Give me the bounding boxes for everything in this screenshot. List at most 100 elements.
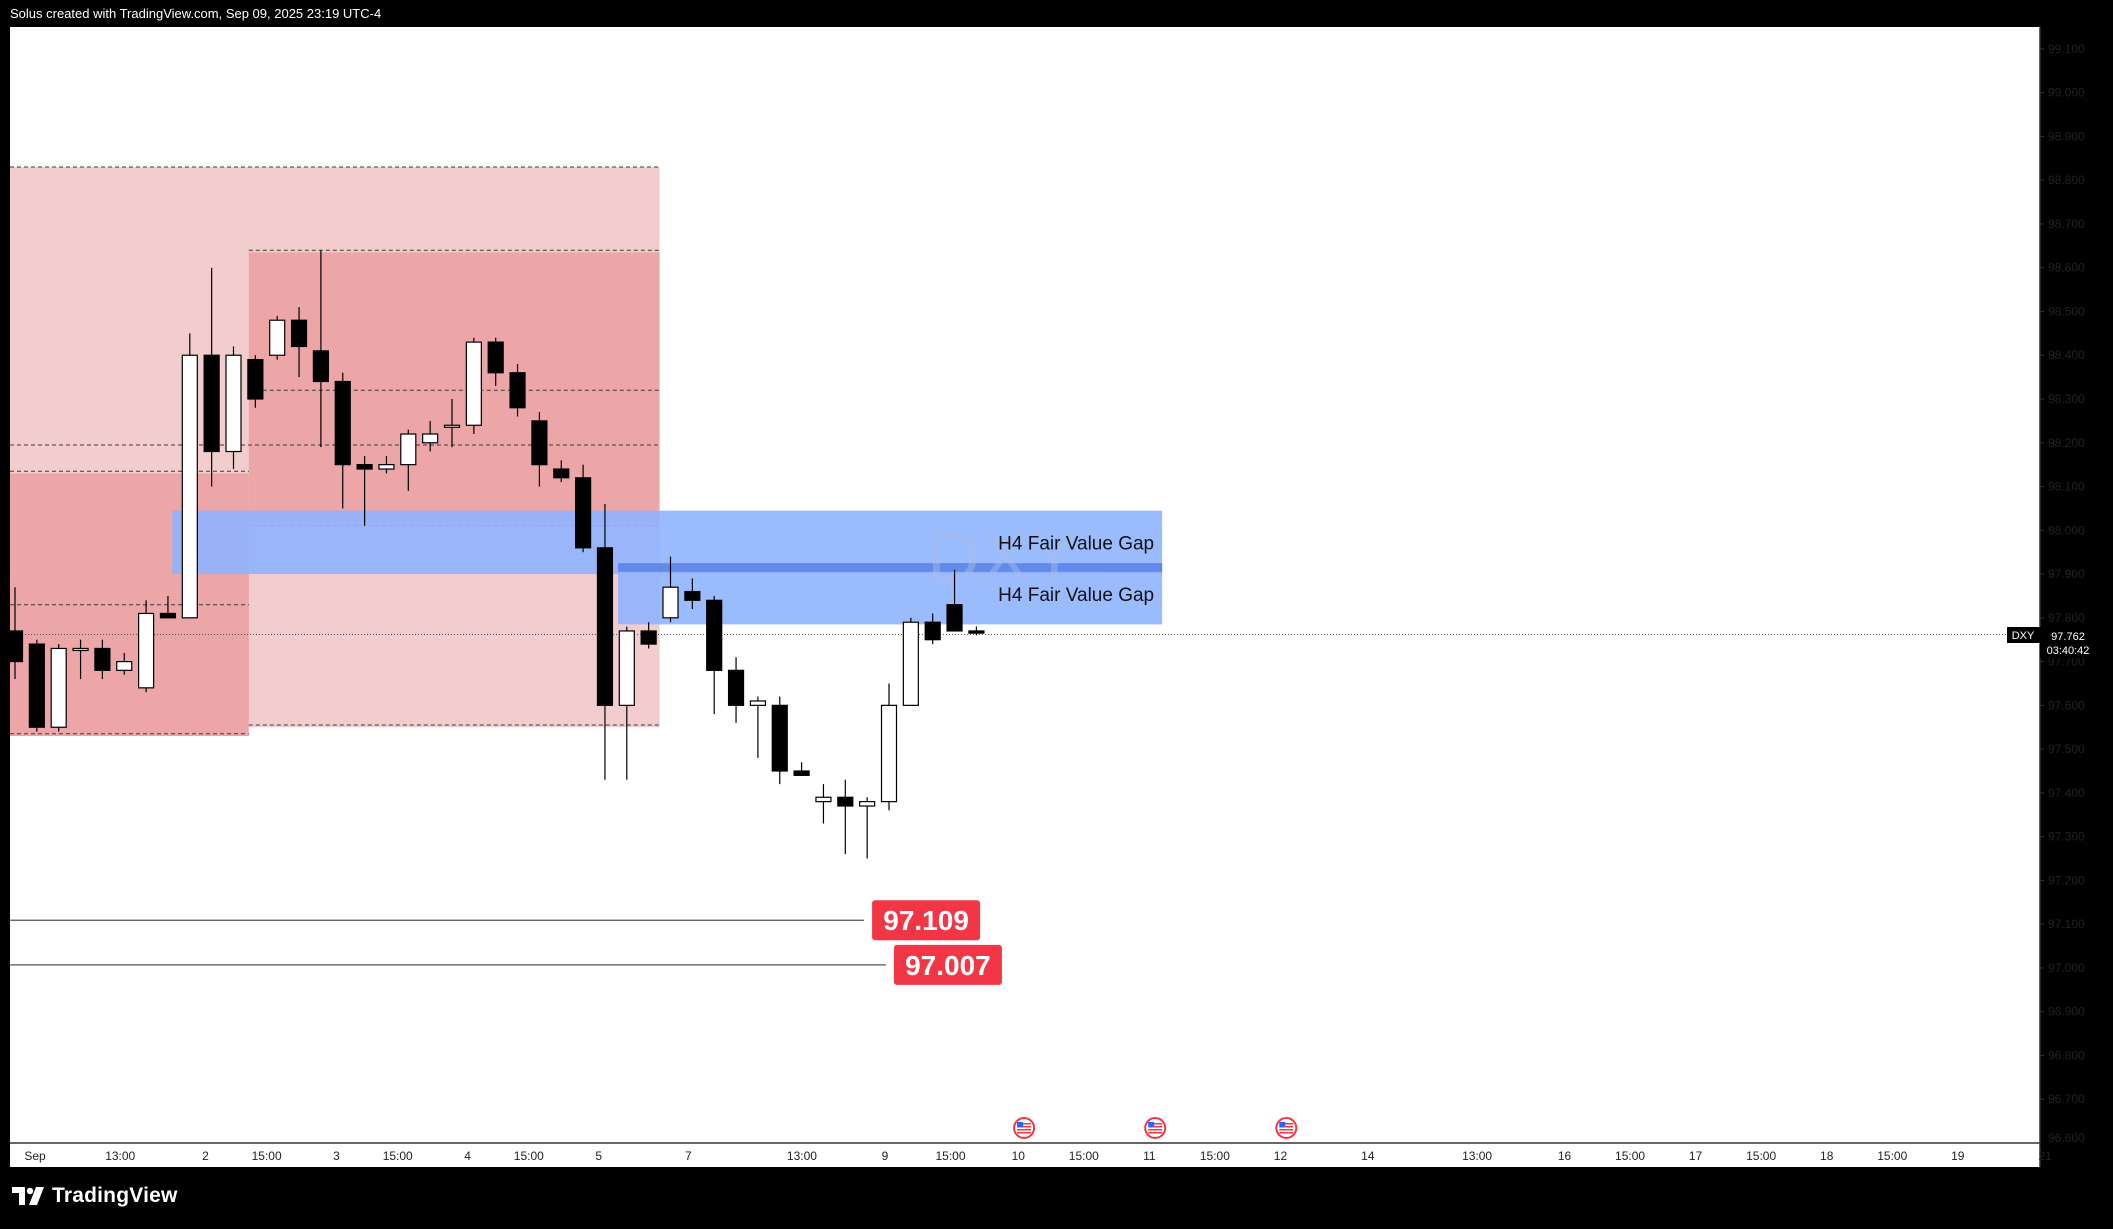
y-axis-tick-label: 98.800 — [2048, 173, 2085, 187]
us-flag-stripe — [1017, 1129, 1032, 1131]
y-axis-tick-label: 97.500 — [2048, 742, 2085, 756]
x-axis-tick-label: 7 — [685, 1149, 692, 1163]
y-axis-tick-label: 97.600 — [2048, 698, 2085, 712]
us-flag-stripe — [1148, 1126, 1163, 1128]
candle-body — [837, 796, 854, 807]
x-axis-tick-label: 5 — [595, 1149, 602, 1163]
candle-body — [6, 630, 24, 663]
fvg-label: H4 Fair Value Gap — [998, 585, 1154, 606]
x-axis-tick-label: 12 — [1274, 1149, 1288, 1163]
top-caption-bar: Solus created with TradingView.com, Sep … — [0, 0, 2113, 27]
fvg-overlap-band — [618, 563, 1163, 572]
symbol-tag-bg — [2007, 627, 2040, 643]
y-axis-tick-label: 98.400 — [2048, 348, 2085, 362]
y-axis-tick-label: 98.000 — [2048, 523, 2085, 537]
fvg-label: H4 Fair Value Gap — [998, 533, 1154, 554]
candle-body — [312, 350, 329, 383]
x-axis-tick-label: 15:00 — [514, 1149, 544, 1163]
candle-body — [28, 643, 45, 728]
y-axis-tick-label: 96.900 — [2048, 1005, 2085, 1019]
tradingview-logo[interactable]: TradingView — [12, 1184, 178, 1208]
event-markers-layer — [1013, 1117, 1298, 1139]
y-axis[interactable]: 99.100 99.000 98.900 98.800 98.700 98.600 98.5… — [2040, 42, 2085, 1145]
candle-body — [269, 319, 286, 356]
footer-bar: TradingView — [0, 1170, 2113, 1229]
current-price-tag: DXY 97.762 03:40:42 — [2007, 627, 2097, 658]
price-tag-value: 97.762 — [2051, 631, 2085, 643]
candle-body — [509, 372, 526, 409]
candle-body — [968, 630, 985, 634]
candle-body — [116, 660, 133, 671]
us-flag-stripe — [1148, 1129, 1163, 1131]
candle-body — [684, 590, 701, 601]
y-axis-tick-label: 98.500 — [2048, 304, 2085, 318]
candle-body — [553, 468, 570, 479]
symbol-watermark: DXY — [927, 515, 1079, 598]
price-level-label: 97.109 — [883, 905, 969, 936]
y-axis-tick-label: 98.700 — [2048, 217, 2085, 231]
y-axis-tick-label: 97.100 — [2048, 917, 2085, 931]
candle-body — [596, 547, 614, 706]
caption-text: Solus created with TradingView.com, Sep … — [10, 6, 382, 21]
candle-body — [443, 424, 461, 428]
us-flag-stripe — [1148, 1123, 1163, 1125]
us-flag-stripe — [1017, 1132, 1032, 1134]
x-axis-tick-label: 13:00 — [105, 1149, 135, 1163]
candle-body — [247, 359, 264, 400]
us-flag-event-icon — [1275, 1117, 1298, 1139]
x-axis-tick-label: Sep — [24, 1149, 46, 1163]
candle-body — [400, 433, 417, 466]
candle-body — [749, 700, 767, 706]
candle-body — [181, 354, 198, 619]
us-flag-stripe — [1279, 1126, 1294, 1128]
us-flag-event-icon — [1144, 1117, 1167, 1139]
y-axis-tick-label: 98.600 — [2048, 261, 2085, 275]
candle-body — [880, 704, 898, 803]
y-axis-tick-label: 98.100 — [2048, 480, 2085, 494]
levels-layer: 97.109 97.007 — [10, 633, 2040, 985]
y-axis-tick-label: 96.600 — [2048, 1131, 2085, 1145]
candles-layer — [6, 250, 985, 859]
candle-body — [662, 586, 679, 619]
price-level-label: 97.007 — [905, 950, 991, 981]
us-flag-stripe — [1148, 1132, 1163, 1134]
candle-body — [72, 647, 89, 652]
candle-body — [465, 341, 482, 426]
tradingview-logo-icon — [12, 1187, 44, 1205]
candle-body — [356, 464, 373, 470]
y-axis-tick-label: 97.300 — [2048, 830, 2085, 844]
us-flag-circle — [1275, 1117, 1298, 1139]
us-flag-stripe — [1017, 1126, 1032, 1128]
y-axis-tick-label: 97.700 — [2048, 655, 2085, 669]
candle-body — [618, 630, 635, 706]
us-flag-canton — [1017, 1122, 1024, 1127]
y-axis-tick-label: 98.200 — [2048, 436, 2085, 450]
candle-body — [290, 319, 308, 348]
fvg-labels-layer: H4 Fair Value Gap H4 Fair Value Gap — [998, 533, 1154, 605]
candle-body — [531, 420, 548, 466]
candle-body — [94, 647, 111, 671]
candle-body — [334, 380, 351, 466]
x-axis-tick-label: 2 — [202, 1149, 209, 1163]
x-axis-tick-label: 9 — [882, 1149, 889, 1163]
symbol-tag-text: DXY — [2012, 630, 2035, 642]
x-axis-tick-label: 15:00 — [1877, 1149, 1907, 1163]
x-axis-tick-label: 15:00 — [935, 1149, 965, 1163]
candle-body — [640, 630, 657, 645]
price-tag-countdown: 03:40:42 — [2047, 645, 2090, 657]
candle-body — [203, 354, 220, 453]
y-axis-tick-label: 98.900 — [2048, 129, 2085, 143]
us-flag-event-icon — [1013, 1117, 1036, 1139]
y-axis-tick-label: 97.000 — [2048, 961, 2085, 975]
us-flag-stripe — [1017, 1123, 1032, 1125]
us-flag-stripe — [1279, 1132, 1294, 1134]
x-axis[interactable]: Sep 13:00 2 15:00 3 15:00 4 15:00 5 7 13:00 9 15:00 1… — [24, 1149, 2052, 1163]
x-axis-tick-label: 15:00 — [383, 1149, 413, 1163]
candle-body — [487, 341, 504, 374]
x-axis-tick-label: 14 — [1361, 1149, 1375, 1163]
y-axis-tick-label: 97.900 — [2048, 567, 2085, 581]
candle-body — [924, 621, 941, 641]
y-axis-tick-label: 98.300 — [2048, 392, 2085, 406]
us-flag-canton — [1279, 1122, 1286, 1127]
